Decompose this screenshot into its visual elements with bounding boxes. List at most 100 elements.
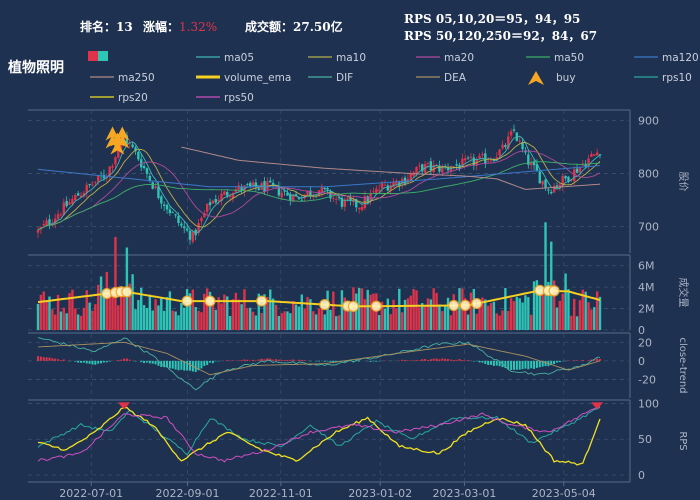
macd-hist-bar (510, 360, 513, 370)
volume-bar (366, 289, 369, 330)
volume-bar (91, 310, 94, 330)
macd-hist-bar (180, 360, 183, 370)
candle-body (320, 186, 324, 193)
volume-bar (421, 303, 424, 330)
rps-ylabel: RPS (677, 431, 688, 450)
macd-hist-bar (461, 360, 464, 361)
macd-hist-bar (329, 360, 332, 362)
macd-hist-bar (401, 359, 404, 361)
macd-hist-bar (108, 360, 111, 362)
macd-hist-bar (286, 359, 289, 361)
panels: 2022-07-01 2022-09-01 2022-11-01 2023-01-02… (28, 109, 690, 500)
legend-label-rps10: rps10 (662, 72, 692, 84)
volume-bar (598, 296, 602, 330)
candle-body (389, 185, 392, 191)
macd-hist-bar (231, 360, 234, 361)
volume-bar (248, 307, 252, 330)
volume-bar (443, 304, 447, 330)
candle-body (369, 193, 372, 202)
macd-hist-bar (593, 359, 596, 361)
macd-hist-bar (280, 359, 283, 361)
macd-hist-bar (194, 360, 197, 372)
volume-bar (223, 294, 226, 330)
candle-body (148, 175, 152, 181)
volume-tick-label: 0 (638, 324, 645, 337)
macd-hist-bar (576, 360, 579, 361)
candle-body (323, 187, 326, 190)
macd-tick-label: 20 (638, 336, 652, 349)
candle-body (108, 166, 111, 177)
macd-hist-bar (45, 357, 48, 361)
macd-hist-bar (515, 360, 518, 370)
volume-bar (337, 315, 341, 330)
volume-bar (88, 302, 91, 330)
volume-bar (466, 314, 470, 330)
macd-hist-bar (587, 360, 590, 361)
volume-bar (157, 305, 160, 330)
candle-body (251, 182, 255, 186)
volume-bar (343, 297, 347, 330)
candle-body (326, 188, 329, 190)
volume-bar (271, 298, 275, 330)
candle-body (246, 184, 249, 185)
volume-bar (119, 293, 123, 330)
volume-bar (306, 297, 309, 330)
volume-bar (312, 311, 315, 330)
x-tick-label: 2023-05-04 (532, 487, 596, 500)
macd-hist-bar (426, 360, 429, 361)
candle-body (165, 204, 169, 210)
macd-hist-bar (260, 358, 263, 361)
candle-body (492, 160, 496, 162)
macd-hist-bar (48, 357, 51, 361)
volume-bar (481, 297, 484, 330)
macd-hist-bar (455, 359, 458, 361)
volume-bar (177, 315, 180, 330)
candle-body (56, 214, 60, 219)
candle-body (65, 200, 68, 207)
volume-bar (570, 315, 573, 330)
volume-bar (558, 300, 562, 330)
candle-body (501, 144, 504, 149)
candle-body (226, 191, 229, 196)
macd-hist-bar (277, 359, 280, 361)
volume-bar (317, 308, 321, 330)
rps-tick-label: 0 (638, 469, 645, 482)
macd-hist-bar (97, 360, 100, 364)
candle-body (567, 176, 570, 182)
macd-hist-bar (91, 360, 94, 365)
candle-body (512, 129, 516, 131)
macd-hist-bar (80, 360, 83, 363)
volume-bar (76, 314, 80, 330)
candle-body (558, 184, 562, 188)
candle-body (598, 154, 602, 156)
macd-hist-bar (573, 360, 576, 361)
volume-bar (340, 290, 344, 330)
macd-hist-bar (518, 360, 521, 370)
volume-bar (509, 298, 513, 330)
volume-bar (220, 303, 223, 330)
macd-hist-bar (415, 360, 418, 361)
volume-bar (498, 315, 501, 330)
volume-bar (263, 294, 266, 330)
volume-bar (455, 310, 458, 330)
dea-line (37, 341, 601, 376)
rps-tick-label: 50 (638, 433, 652, 446)
candle-body (200, 217, 203, 222)
volume-ylabel: 成交量 (677, 278, 690, 308)
volume-bar (464, 298, 467, 330)
macd-hist-bar (492, 360, 495, 366)
rps20-line (37, 406, 601, 466)
macd-hist-bar (429, 359, 432, 361)
macd-hist-bar (409, 360, 412, 361)
candle-body (575, 168, 579, 173)
candle-body (205, 203, 209, 212)
volume-bar (386, 298, 390, 330)
macd-hist-bar (498, 360, 501, 367)
volume-bar (346, 304, 349, 330)
legend-label-ma50: ma50 (554, 52, 584, 64)
volume-bar (85, 290, 88, 330)
volume-bar (458, 288, 461, 330)
candle-body (294, 194, 298, 197)
macd-hist-bar (472, 360, 475, 362)
macd-hist-bar (504, 360, 507, 369)
